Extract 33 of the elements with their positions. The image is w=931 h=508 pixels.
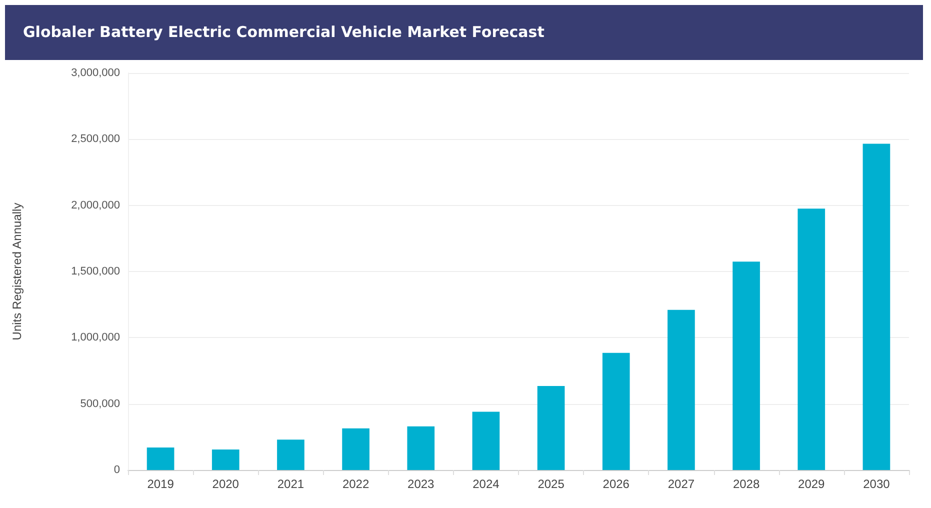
x-tick-label: 2027 xyxy=(668,477,695,491)
bar xyxy=(146,448,174,470)
y-tick-label: 2,000,000 xyxy=(71,199,120,212)
y-tick-label: 1,500,000 xyxy=(71,266,120,278)
y-tick-label: 0 xyxy=(114,464,120,476)
y-tick-label: 1,000,000 xyxy=(71,332,120,344)
x-tick-label: 2021 xyxy=(277,477,304,491)
x-tick-label: 2024 xyxy=(472,477,500,491)
x-tick-label: 2022 xyxy=(342,477,370,491)
y-tick-label: 3,000,000 xyxy=(71,67,120,79)
bar xyxy=(407,426,435,470)
x-tick-label: 2029 xyxy=(798,477,826,491)
bar xyxy=(472,412,500,470)
x-tick-label: 2028 xyxy=(732,477,760,491)
y-tick-label: 500,000 xyxy=(80,398,120,410)
bar xyxy=(602,352,630,470)
y-axis-title: Units Registered Annually xyxy=(10,202,24,340)
bar xyxy=(277,440,304,470)
x-tick-label: 2030 xyxy=(863,477,890,491)
x-tick-label: 2023 xyxy=(408,477,435,491)
x-tick-label: 2025 xyxy=(538,477,565,491)
chart-title: Globaler Battery Electric Commercial Vehicle Market Forecast xyxy=(5,5,923,60)
x-tick-label: 2019 xyxy=(147,477,174,491)
y-tick-label: 2,500,000 xyxy=(71,133,120,146)
bar xyxy=(862,144,890,470)
bar xyxy=(732,262,760,470)
bar xyxy=(212,449,240,470)
bar xyxy=(537,386,565,470)
bar xyxy=(342,428,370,470)
x-tick-label: 2026 xyxy=(602,477,630,491)
bar xyxy=(798,208,826,470)
bar xyxy=(668,310,695,470)
x-tick-label: 2020 xyxy=(212,477,240,491)
